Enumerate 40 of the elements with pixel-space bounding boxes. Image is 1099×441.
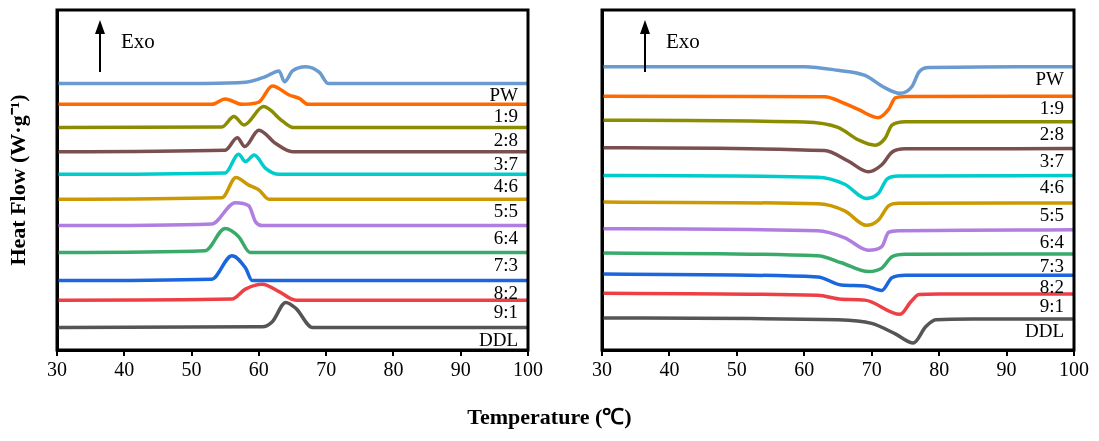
text: Exo bbox=[121, 28, 155, 53]
series-label: 4:6 bbox=[1039, 176, 1064, 198]
x-tick-label: 50 bbox=[181, 358, 202, 381]
series-label: 6:4 bbox=[493, 226, 519, 248]
x-tick-label: 70 bbox=[861, 358, 882, 381]
x-tick-label: 60 bbox=[794, 358, 815, 381]
series-label: DDL bbox=[1024, 320, 1064, 342]
x-tick-label: 100 bbox=[513, 358, 543, 381]
series-label: 7:3 bbox=[493, 253, 518, 275]
x-tick-label: 40 bbox=[114, 358, 135, 381]
x-axis-title: Temperature (℃) bbox=[466, 403, 633, 430]
text: Exo bbox=[666, 28, 700, 53]
series-label: 4:6 bbox=[493, 175, 518, 197]
x-tick-label: 70 bbox=[316, 358, 337, 381]
y-axis-title: Heat Flow (W·g⁻¹) bbox=[4, 94, 30, 266]
x-tick-label: 40 bbox=[659, 358, 680, 381]
series-label: 5:5 bbox=[493, 200, 518, 222]
series-label: PW bbox=[1035, 67, 1065, 89]
x-tick-label: 30 bbox=[47, 358, 67, 381]
x-tick-label: 100 bbox=[1059, 358, 1089, 381]
series-label: 2:8 bbox=[493, 128, 518, 150]
x-tick-label: 90 bbox=[996, 358, 1017, 381]
x-tick-label: 50 bbox=[726, 358, 747, 381]
series-label: DDL bbox=[478, 328, 518, 350]
x-tick-label: 80 bbox=[929, 358, 950, 381]
series-label: 1:9 bbox=[1039, 97, 1064, 119]
series-label: 1:9 bbox=[493, 105, 518, 127]
series-label: 5:5 bbox=[1039, 203, 1064, 225]
series-label: 3:7 bbox=[1039, 149, 1064, 171]
x-tick-label: 30 bbox=[592, 358, 612, 381]
series-label: 8:2 bbox=[493, 281, 518, 303]
x-tick-label: 60 bbox=[248, 358, 269, 381]
x-tick-label: 80 bbox=[383, 358, 404, 381]
series-label: 6:4 bbox=[1039, 230, 1065, 252]
series-label: 2:8 bbox=[1039, 122, 1064, 144]
series-label: 3:7 bbox=[493, 152, 518, 174]
series-label: 9:1 bbox=[493, 301, 518, 323]
series-label: PW bbox=[489, 84, 519, 106]
x-tick-label: 90 bbox=[450, 358, 471, 381]
series-label: 7:3 bbox=[1039, 254, 1064, 276]
